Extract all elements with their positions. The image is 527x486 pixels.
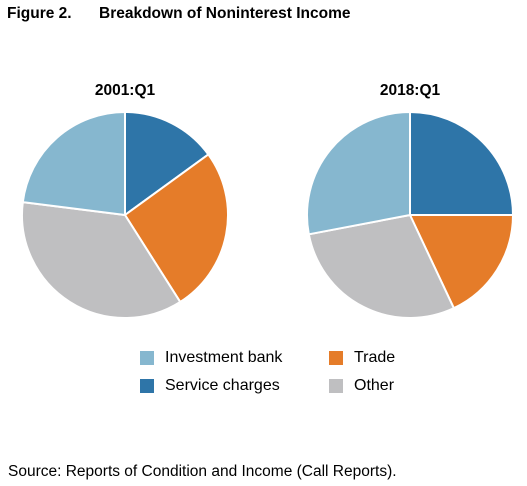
pie-slice-2018-q1-trade <box>409 214 514 310</box>
source-note: Source: Reports of Condition and Income … <box>8 463 397 480</box>
pie-slice-2001-q1-service-charges <box>124 111 210 216</box>
pie-title-2001-q1: 2001:Q1 <box>95 82 156 99</box>
pie-2018-q1: 2018:Q1 <box>306 82 514 319</box>
legend-label-trade: Trade <box>354 349 396 366</box>
pie-slice-2018-q1-investment-bank <box>306 111 411 236</box>
legend-label-investment-bank: Investment bank <box>165 349 283 366</box>
pie-title-2018-q1: 2018:Q1 <box>380 82 441 99</box>
pie-charts: 2001:Q1 2018:Q1 <box>21 82 514 320</box>
legend-swatch-trade <box>329 351 343 365</box>
legend-swatch-service-charges <box>140 379 154 393</box>
legend-swatch-other <box>329 379 343 393</box>
legend-item-investment-bank: Investment bank <box>140 349 282 367</box>
pie-slice-2001-q1-trade <box>124 153 229 303</box>
legend-swatch-investment-bank <box>140 351 154 365</box>
figure-title-text: Breakdown of Noninterest Income <box>99 5 351 22</box>
pie-slice-2001-q1-other <box>21 201 182 320</box>
pie-slice-2018-q1-other <box>307 214 455 319</box>
legend-label-other: Other <box>354 377 395 394</box>
figure-label: Figure 2. <box>7 5 72 22</box>
pie-slice-2018-q1-service-charges <box>409 111 514 216</box>
figure-title: Figure 2. Breakdown of Noninterest Income <box>7 5 350 23</box>
legend-item-service-charges: Service charges <box>140 377 280 395</box>
legend-item-other: Other <box>329 377 394 395</box>
legend-label-service-charges: Service charges <box>165 377 280 394</box>
legend-item-trade: Trade <box>329 349 395 367</box>
pie-slice-2001-q1-investment-bank <box>21 111 126 216</box>
pie-2001-q1: 2001:Q1 <box>21 82 229 320</box>
